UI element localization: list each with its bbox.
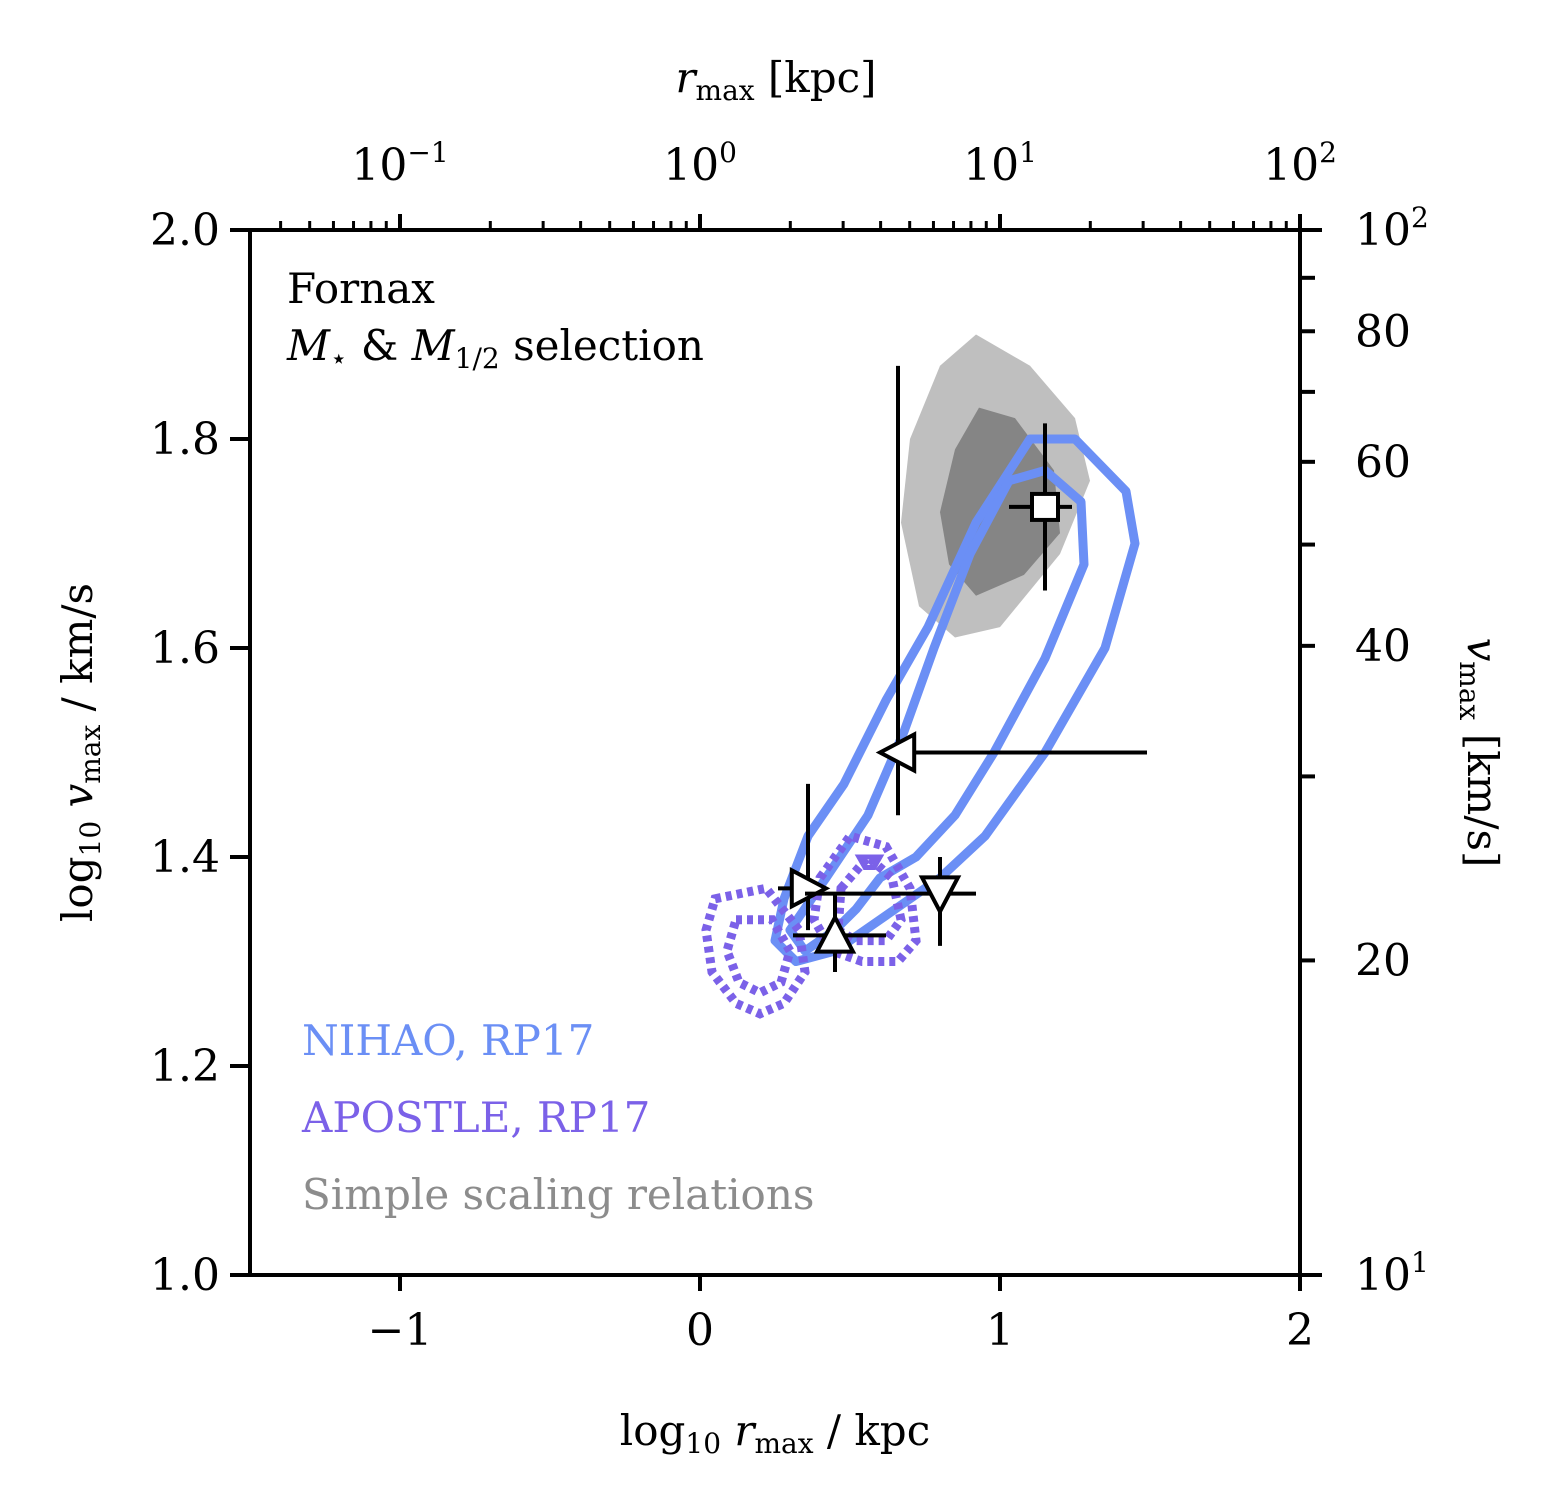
marker-up-triangle xyxy=(813,913,857,954)
right-y-tick-label-1: 20 xyxy=(1355,935,1411,986)
y-axis-title-sym: v xyxy=(53,784,102,821)
right-y-axis-title-sym: v xyxy=(1458,638,1507,662)
right-y-axis-title-sym-sub: max xyxy=(1453,661,1486,720)
annotation-title: Fornax xyxy=(287,264,435,313)
data-point-left-triangle xyxy=(875,365,1147,816)
y-axis-title-log: log xyxy=(53,857,102,923)
legend-scaling: Simple scaling relations xyxy=(302,1170,814,1219)
data-point-down-triangle xyxy=(805,857,976,946)
marker-down-triangle xyxy=(918,875,962,916)
top-x-axis-title-unit: [kpc] xyxy=(755,53,877,102)
y-axis-title: log10 vmax / km/s xyxy=(53,583,107,922)
data-point-up-triangle xyxy=(793,893,886,972)
legend-apostle: APOSTLE, RP17 xyxy=(301,1093,650,1142)
top-x-tick-label-3: 102 xyxy=(1263,136,1337,191)
annotation-m-star: M xyxy=(286,321,331,370)
top-x-axis-title-sym: r xyxy=(675,53,698,102)
x-tick-label-0: −1 xyxy=(368,1305,433,1356)
plot-frame xyxy=(248,228,1302,1277)
right-y-tick-label-3: 60 xyxy=(1355,437,1411,488)
top-x-tick-label-0: 10−1 xyxy=(351,136,448,191)
contour-apostle-c-inner xyxy=(854,854,885,870)
right-y-tick-base-5: 10 xyxy=(1355,205,1411,256)
right-y-tick-base-3: 60 xyxy=(1355,437,1411,488)
data-point-square xyxy=(1009,423,1072,591)
top-x-tick-base-1: 10 xyxy=(663,140,719,191)
ticks-layer: −1 0 1 21.01.21.41.61.82.010−1 100 101 1021012… xyxy=(150,136,1429,1356)
marker-square xyxy=(1030,491,1060,522)
y-tick-label-2: 1.4 xyxy=(150,832,220,883)
right-y-tick-base-4: 80 xyxy=(1355,306,1411,357)
right-y-axis-title: vmax [km/s] xyxy=(1453,638,1507,868)
contour-apostle-a-outer xyxy=(701,883,810,1019)
x-axis-title-unit: / kpc xyxy=(814,1406,931,1455)
top-x-tick-label-1: 100 xyxy=(663,136,737,191)
right-y-tick-label-0: 101 xyxy=(1355,1246,1429,1301)
x-tick-label-1: 0 xyxy=(686,1305,714,1356)
y-tick-label-0: 1.0 xyxy=(150,1250,220,1301)
x-axis-title: log10 rmax / kpc xyxy=(620,1406,930,1460)
annotation-selection: M⋆ & M1/2 selection xyxy=(286,321,704,375)
y-axis-title-log-sub: 10 xyxy=(74,821,107,857)
x-tick-label-3: 2 xyxy=(1286,1305,1314,1356)
top-x-tick-exp-1: 0 xyxy=(719,136,737,169)
x-tick-label-2: 1 xyxy=(986,1305,1014,1356)
contour-nihao-outer xyxy=(770,434,1140,966)
right-y-axis-title-unit: [km/s] xyxy=(1458,720,1507,867)
x-axis-title-log: log xyxy=(620,1406,686,1455)
top-x-tick-base-2: 10 xyxy=(963,140,1019,191)
contours-layer xyxy=(701,334,1140,1019)
right-y-tick-label-2: 40 xyxy=(1355,621,1411,672)
y-axis-title-unit: / km/s xyxy=(53,583,102,725)
right-y-tick-base-1: 20 xyxy=(1355,935,1411,986)
legend-nihao: NIHAO, RP17 xyxy=(302,1016,594,1065)
marker-right-triangle xyxy=(789,867,831,910)
y-axis-title-sym-sub: max xyxy=(74,725,107,784)
y-tick-label-4: 1.8 xyxy=(150,414,220,465)
top-x-tick-exp-0: −1 xyxy=(407,136,448,169)
top-x-tick-exp-2: 1 xyxy=(1019,136,1037,169)
contour-apostle-a-inner xyxy=(722,915,795,998)
right-y-tick-label-4: 80 xyxy=(1355,306,1411,357)
marker-left-triangle xyxy=(875,731,917,774)
annotation-star-sub: ⋆ xyxy=(330,342,348,375)
top-x-tick-base-3: 10 xyxy=(1263,140,1319,191)
contour-apostle-b-outer xyxy=(809,830,921,966)
x-axis-title-sym: r xyxy=(721,1406,757,1455)
annotation-half-sub: 1/2 xyxy=(455,342,500,375)
data-point-right-triangle xyxy=(778,783,831,931)
top-x-tick-exp-3: 2 xyxy=(1319,136,1337,169)
right-y-tick-base-0: 10 xyxy=(1355,1250,1411,1301)
points-layer xyxy=(778,365,1147,972)
x-axis-title-sym-sub: max xyxy=(754,1427,813,1460)
y-tick-label-5: 2.0 xyxy=(150,205,220,256)
top-x-axis-title-sym-sub: max xyxy=(696,74,755,107)
top-x-axis-title: rmax [kpc] xyxy=(675,53,876,107)
y-tick-label-1: 1.2 xyxy=(150,1041,220,1092)
right-y-tick-exp-5: 2 xyxy=(1411,201,1429,234)
contour-nihao-inner xyxy=(785,465,1089,956)
right-y-tick-exp-0: 1 xyxy=(1411,1246,1429,1279)
annotation-amp: & xyxy=(348,321,412,370)
top-x-tick-base-0: 10 xyxy=(351,140,407,191)
top-x-tick-label-2: 101 xyxy=(963,136,1037,191)
y-tick-label-3: 1.6 xyxy=(150,623,220,674)
annotation-selection-word: selection xyxy=(500,321,704,370)
right-y-tick-label-5: 102 xyxy=(1355,201,1429,256)
right-y-tick-base-2: 40 xyxy=(1355,621,1411,672)
x-axis-title-log-sub: 10 xyxy=(685,1427,721,1460)
annotation-m-half: M xyxy=(411,321,456,370)
